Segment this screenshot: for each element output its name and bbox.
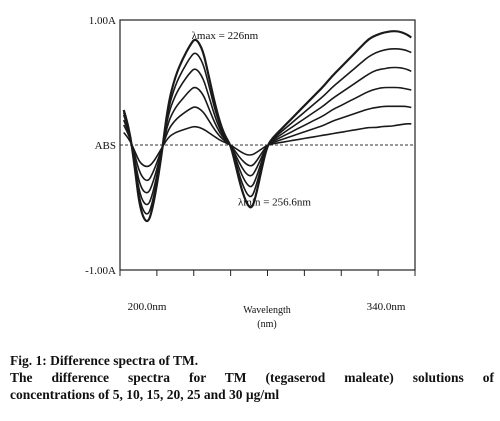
caption-line-3: concentrations of 5, 10, 15, 20, 25 and …: [10, 387, 280, 402]
caption-line-2: The difference spectra for TM (tegaserod…: [10, 370, 494, 385]
spectra-figure: 1.00A ABS -1.00A 200.0nm 340.0nm Wavelen…: [85, 15, 416, 330]
caption-title: Fig. 1: Difference spectra of TM.: [10, 353, 199, 368]
y-label-top: 1.00A: [89, 15, 116, 27]
y-label-bottom: -1.00A: [85, 265, 116, 277]
spectrum-line-1: [123, 123, 412, 168]
x-label-left: 200.0nm: [128, 301, 167, 313]
x-axis-unit: (nm): [257, 319, 276, 330]
difference-spectra-chart: 1.00A ABS -1.00A 200.0nm 340.0nm Wavelen…: [85, 15, 416, 330]
spectrum-line-6: [122, 30, 412, 223]
x-axis-title: Wavelength: [243, 305, 291, 316]
spectrum-line-4: [122, 66, 412, 206]
x-label-right: 340.0nm: [367, 301, 406, 313]
spectrum-line-2: [122, 105, 412, 182]
spectrum-line-3: [122, 86, 412, 194]
lambda-max-label: λmax = 226nm: [192, 30, 259, 42]
spectra-series: [122, 30, 412, 223]
x-ticks: [119, 270, 416, 276]
lambda-min-label: λmin = 256.6nm: [238, 196, 311, 208]
y-label-mid: ABS: [95, 140, 116, 152]
spectrum-line-5: [122, 48, 412, 215]
figure-caption: Fig. 1: Difference spectra of TM. The di…: [10, 352, 494, 403]
